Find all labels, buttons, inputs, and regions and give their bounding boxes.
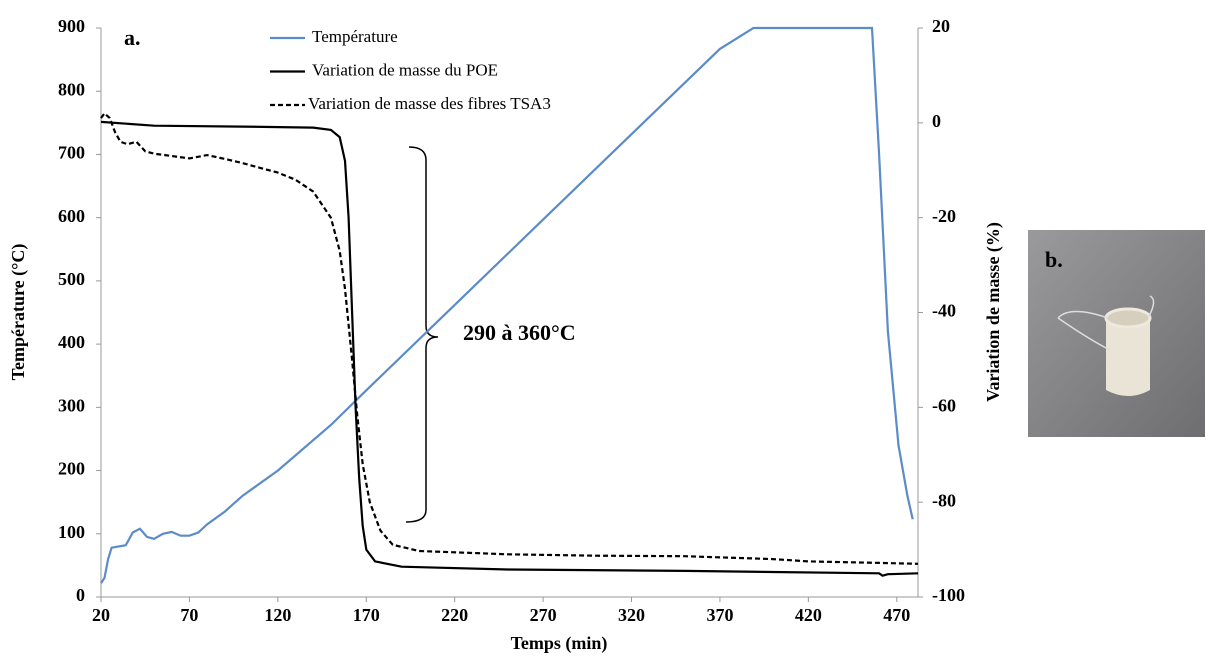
legend-label: Variation de masse du POE [312,60,498,79]
crucible [1106,318,1150,396]
y-tick-label: 200 [58,459,85,479]
y-tick-label: 800 [58,79,85,99]
y2-tick-label: 0 [932,111,941,131]
y2-tick-label: -100 [932,585,965,605]
y-tick-label: 500 [58,269,85,289]
y-axis-title: Température (°C) [8,244,29,381]
series-line [100,111,919,565]
bracket [405,146,439,523]
y-tick-label: 100 [58,522,85,542]
y2-tick-label: -60 [932,395,956,415]
photo [1028,230,1205,437]
y-tick-label: 600 [58,206,85,226]
y2-tick-label: -80 [932,490,956,510]
x-tick-label: 220 [441,605,468,625]
legend-label: Variation de masse des fibres TSA3 [308,94,551,113]
legend-label: Température [312,27,398,46]
y2-tick-label: 20 [932,16,950,36]
x-tick-label: 370 [706,605,733,625]
annotation: b. [1045,247,1063,272]
y-tick-label: 300 [58,395,85,415]
x-tick-label: 320 [618,605,645,625]
y2-tick-label: -40 [932,301,956,321]
annotation: a. [124,25,141,50]
y2-axis-title: Variation de masse (%) [983,222,1004,402]
x-tick-label: 170 [353,605,380,625]
y-tick-label: 900 [58,16,85,36]
x-tick-label: 420 [795,605,822,625]
x-tick-label: 470 [883,605,910,625]
crucible-top [1104,307,1152,329]
x-axis-title: Temps (min) [511,633,608,654]
y2-tick-label: -20 [932,206,956,226]
x-tick-label: 20 [92,605,110,625]
x-tick-label: 270 [530,605,557,625]
series-line [100,26,914,584]
y-tick-label: 700 [58,143,85,163]
wire [1057,295,1155,351]
y-tick-label: 0 [76,585,85,605]
y-tick-label: 400 [58,332,85,352]
annotation: 290 à 360°C [463,320,576,345]
series-line [100,120,919,577]
x-tick-label: 70 [180,605,198,625]
x-tick-label: 120 [264,605,291,625]
